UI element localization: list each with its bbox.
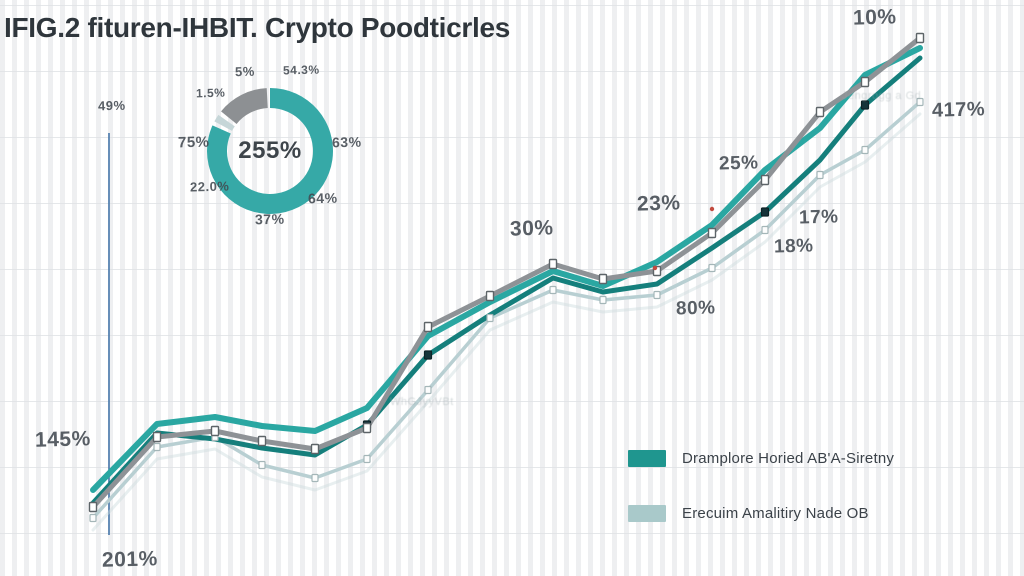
series-erecuim-amalitiry-nade-ob xyxy=(91,100,922,520)
line-series-group xyxy=(90,35,923,532)
legend-label: Dramplore Horied AB'A-Siretny xyxy=(682,450,895,467)
point-marker xyxy=(88,501,98,513)
point-marker xyxy=(760,207,770,217)
point-marker xyxy=(310,443,320,455)
series-dramplore-horied-series xyxy=(90,45,923,493)
point-marker xyxy=(860,76,870,88)
legend-label: Erecuim Amalitiry Nade OB xyxy=(682,505,869,522)
point-marker xyxy=(311,473,319,483)
point-marker xyxy=(761,225,769,235)
point-marker xyxy=(89,513,97,523)
point-marker xyxy=(708,263,716,273)
donut-segment-gray xyxy=(221,88,268,124)
point-marker xyxy=(653,290,661,300)
point-marker xyxy=(707,227,717,239)
point-marker xyxy=(916,97,924,107)
donut-chart xyxy=(207,88,334,214)
point-marker xyxy=(423,321,433,333)
point-marker xyxy=(861,145,869,155)
point-marker xyxy=(152,431,162,443)
series-gray-series xyxy=(90,35,923,510)
legend-item-erecuim: Erecuim Amalitiry Nade OB xyxy=(628,505,894,522)
legend: Dramplore Horied AB'A-Siretny Erecuim Am… xyxy=(628,450,894,522)
point-marker xyxy=(760,174,770,186)
donut-center-value: 255% xyxy=(238,137,302,164)
point-marker xyxy=(915,32,925,44)
point-marker xyxy=(485,290,495,302)
accent-dot xyxy=(709,206,715,212)
point-marker xyxy=(549,285,557,295)
legend-item-dramplore: Dramplore Horied AB'A-Siretny xyxy=(628,450,894,467)
point-marker xyxy=(816,170,824,180)
point-marker xyxy=(486,313,494,323)
point-marker xyxy=(210,425,220,437)
series-pale-shadow xyxy=(91,112,922,532)
data-point-markers xyxy=(88,32,925,523)
point-marker xyxy=(153,442,161,452)
point-marker xyxy=(363,454,371,464)
donut-segment-pale xyxy=(214,114,235,131)
legend-swatch-pale xyxy=(628,505,666,522)
legend-swatch-teal xyxy=(628,450,666,467)
donut-segment-teal xyxy=(207,88,334,214)
accent-dots xyxy=(652,206,715,271)
point-marker xyxy=(815,106,825,118)
point-marker xyxy=(548,258,558,270)
point-marker xyxy=(860,100,870,110)
point-marker xyxy=(258,460,266,470)
series-teal-dark-series xyxy=(90,55,923,506)
point-marker xyxy=(424,385,432,395)
point-marker xyxy=(257,435,267,447)
point-marker xyxy=(598,273,608,285)
accent-dot xyxy=(652,265,658,271)
point-marker xyxy=(599,295,607,305)
page-title: IFIG.2 fituren-IHBIT. Crypto Poodticrles xyxy=(4,12,511,43)
point-marker xyxy=(362,422,372,434)
point-marker xyxy=(423,350,433,360)
